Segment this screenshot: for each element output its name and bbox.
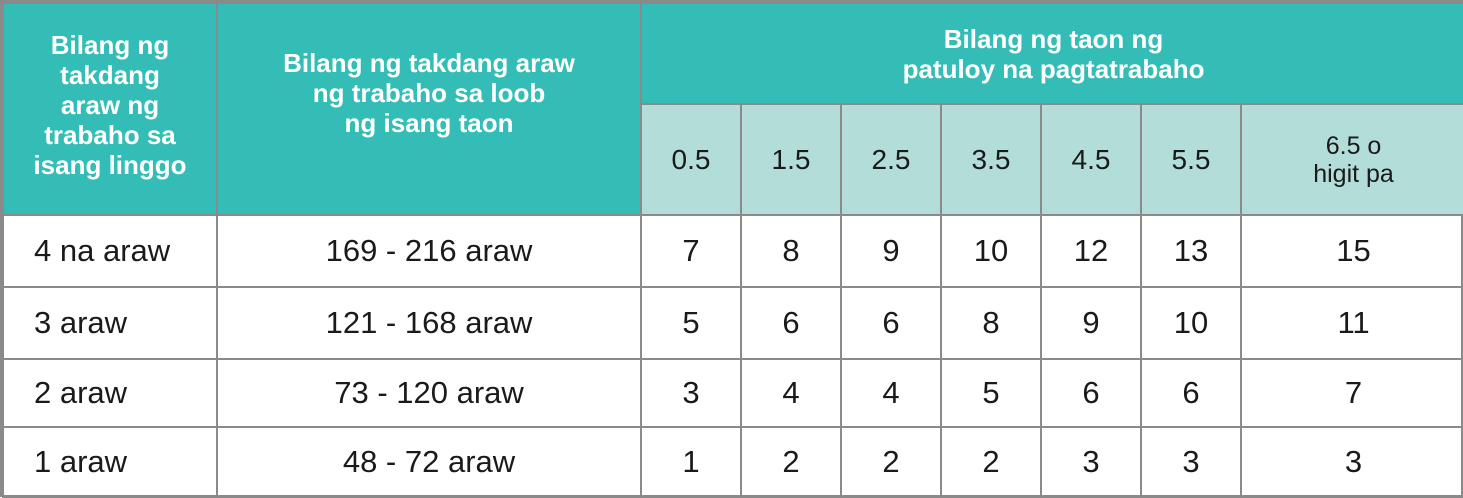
cell-value: 11 xyxy=(1239,286,1463,360)
cell-days-per-week: 4 na araw xyxy=(2,214,218,288)
table-row: 2 araw 73 - 120 araw 3 4 4 5 6 6 7 xyxy=(2,358,1463,428)
cell-days-per-year: 48 - 72 araw xyxy=(216,426,642,498)
cell-value: 9 xyxy=(840,214,942,288)
header-years-of-service-label: Bilang ng taon ng patuloy na pagtatrabah… xyxy=(902,23,1205,84)
cell-value: 3 xyxy=(1140,426,1242,498)
cell-value: 15 xyxy=(1239,214,1463,288)
header-year-6-5-plus: 6.5 o higit pa xyxy=(1239,103,1463,216)
header-days-per-week: Bilang ng takdang araw ng trabaho sa isa… xyxy=(2,2,218,216)
header-year-3-5: 3.5 xyxy=(940,103,1042,216)
cell-value: 5 xyxy=(940,358,1042,428)
header-year-2-5: 2.5 xyxy=(840,103,942,216)
header-year-4-5: 4.5 xyxy=(1040,103,1142,216)
header-days-per-year: Bilang ng takdang araw ng trabaho sa loo… xyxy=(216,2,642,216)
header-days-per-year-label: Bilang ng takdang araw ng trabaho sa loo… xyxy=(283,48,575,138)
table-row: 1 araw 48 - 72 araw 1 2 2 2 3 3 3 xyxy=(2,426,1463,498)
cell-value: 13 xyxy=(1140,214,1242,288)
cell-value: 3 xyxy=(640,358,742,428)
header-year-0-5: 0.5 xyxy=(640,103,742,216)
cell-value: 3 xyxy=(1040,426,1142,498)
table-row: 3 araw 121 - 168 araw 5 6 6 8 9 10 11 xyxy=(2,286,1463,360)
cell-days-per-year: 169 - 216 araw xyxy=(216,214,642,288)
cell-value: 2 xyxy=(740,426,842,498)
cell-value: 6 xyxy=(1040,358,1142,428)
header-row-years: 0.5 1.5 2.5 3.5 4.5 5.5 6.5 o higit pa xyxy=(3,103,1463,216)
cell-days-per-week: 2 araw xyxy=(2,358,218,428)
header-row-group: Bilang ng takdang araw ng trabaho sa isa… xyxy=(2,2,1463,216)
cell-value: 2 xyxy=(940,426,1042,498)
cell-value: 4 xyxy=(840,358,942,428)
cell-value: 8 xyxy=(940,286,1042,360)
cell-value: 1 xyxy=(640,426,742,498)
cell-value: 9 xyxy=(1040,286,1142,360)
cell-days-per-week: 3 araw xyxy=(2,286,218,360)
cell-value: 6 xyxy=(740,286,842,360)
cell-value: 4 xyxy=(740,358,842,428)
cell-days-per-year: 73 - 120 araw xyxy=(216,358,642,428)
cell-value: 8 xyxy=(740,214,842,288)
header-years-of-service: Bilang ng taon ng patuloy na pagtatrabah… xyxy=(639,2,1463,105)
cell-days-per-year: 121 - 168 araw xyxy=(216,286,642,360)
header-days-per-week-label: Bilang ng takdang araw ng trabaho sa isa… xyxy=(33,30,187,180)
cell-value: 10 xyxy=(940,214,1042,288)
header-year-1-5: 1.5 xyxy=(740,103,842,216)
cell-value: 2 xyxy=(840,426,942,498)
table-row: 4 na araw 169 - 216 araw 7 8 9 10 12 13 … xyxy=(2,214,1463,288)
header-year-5-5: 5.5 xyxy=(1140,103,1242,216)
cell-value: 10 xyxy=(1140,286,1242,360)
cell-value: 7 xyxy=(640,214,742,288)
cell-days-per-week: 1 araw xyxy=(2,426,218,498)
cell-value: 12 xyxy=(1040,214,1142,288)
cell-value: 3 xyxy=(1239,426,1463,498)
cell-value: 6 xyxy=(1140,358,1242,428)
cell-value: 5 xyxy=(640,286,742,360)
cell-value: 6 xyxy=(840,286,942,360)
cell-value: 7 xyxy=(1239,358,1463,428)
